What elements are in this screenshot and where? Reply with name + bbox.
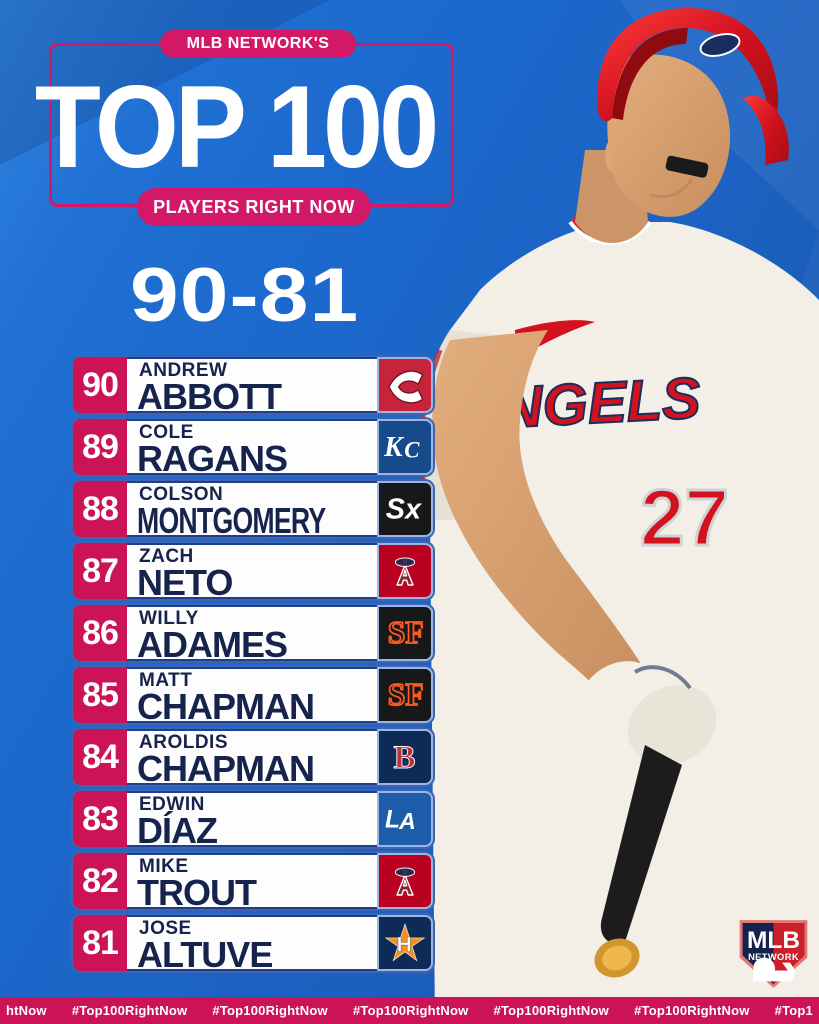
svg-text:K: K	[384, 432, 405, 463]
svg-text:L: L	[385, 807, 400, 834]
svg-text:A: A	[398, 808, 416, 834]
svg-text:MLB: MLB	[747, 927, 800, 954]
svg-text:SF: SF	[388, 677, 423, 712]
svg-text:SF: SF	[388, 615, 423, 650]
svg-text:Sx: Sx	[386, 494, 422, 526]
svg-text:B: B	[393, 739, 415, 775]
svg-text:27: 27	[640, 473, 729, 562]
svg-text:C: C	[404, 438, 420, 463]
svg-text:H: H	[397, 933, 412, 956]
svg-text:NETWORK: NETWORK	[748, 952, 799, 962]
